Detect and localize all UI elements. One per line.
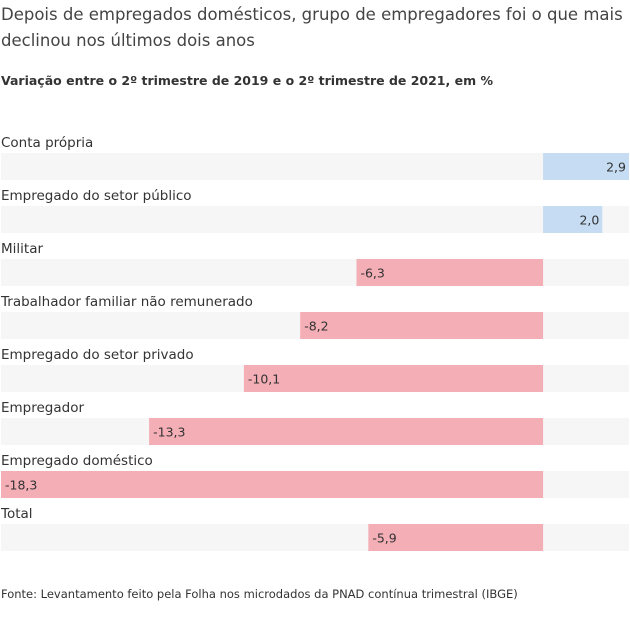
value-label: 2,0: [579, 213, 599, 228]
category-label: Empregado doméstico: [1, 453, 153, 469]
category-label: Conta própria: [1, 135, 93, 151]
category-label: Trabalhador familiar não remunerado: [0, 294, 253, 310]
bar: [368, 524, 544, 551]
bar: [243, 365, 544, 392]
bar: [149, 418, 544, 445]
category-label: Total: [0, 506, 33, 522]
chart-subtitle: Variação entre o 2º trimestre de 2019 e …: [1, 73, 493, 88]
category-label: Empregado do setor privado: [1, 347, 194, 363]
chart-title: Depois de empregados domésticos, grupo d…: [1, 5, 623, 50]
value-label: -5,9: [372, 531, 396, 546]
value-label: -13,3: [153, 425, 185, 440]
bar-track: [1, 206, 629, 233]
category-label: Empregador: [1, 400, 84, 416]
bar: [300, 312, 544, 339]
bar: [543, 206, 603, 233]
category-label: Militar: [1, 241, 43, 257]
bar: [543, 153, 629, 180]
bar-track: [1, 153, 629, 180]
value-label: -8,2: [304, 319, 328, 334]
bar: [1, 471, 544, 498]
value-label: -10,1: [248, 372, 280, 387]
value-label: 2,9: [606, 160, 626, 175]
value-label: -6,3: [360, 266, 384, 281]
value-label: -18,3: [5, 478, 37, 493]
bar: [356, 259, 544, 286]
category-label: Empregado do setor público: [1, 188, 192, 204]
source-note: Fonte: Levantamento feito pela Folha nos…: [1, 587, 518, 601]
